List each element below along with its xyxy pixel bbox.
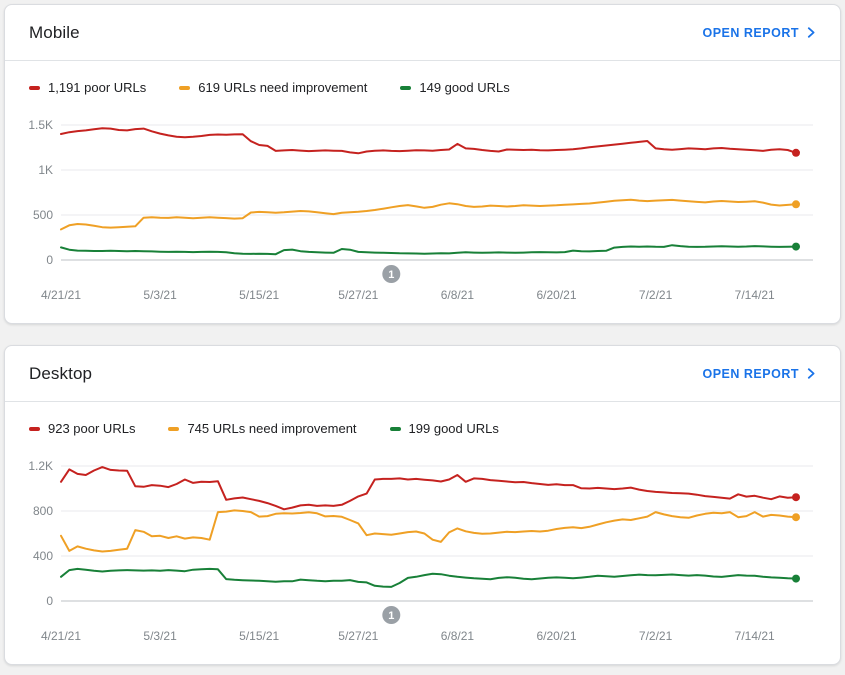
desktop-open-report-label: OPEN REPORT [702, 366, 799, 381]
series-end-marker [792, 493, 800, 502]
mobile-cwv-chart: 0 500 1K 1.5K 4/21/21 5/3/21 5/15/21 5/27/21 6/8… [28, 118, 813, 302]
legend-label-needs-improvement: 619 URLs need improvement [198, 80, 368, 95]
legend-item-needs-improvement: 745 URLs need improvement [168, 421, 357, 436]
x-axis-tick-label: 5/15/21 [239, 288, 279, 302]
mobile-legend: 1,191 poor URLs 619 URLs need improvemen… [29, 80, 816, 95]
legend-label-good: 199 good URLs [408, 421, 499, 436]
y-axis-tick-label: 800 [33, 504, 53, 518]
good-series-swatch [389, 426, 401, 431]
x-axis-tick-label: 6/20/21 [536, 288, 576, 302]
poor-series-swatch [29, 85, 40, 90]
legend-item-poor: 1,191 poor URLs [29, 80, 146, 95]
y-axis-tick-label: 0 [46, 253, 53, 267]
x-axis-tick-label: 5/3/21 [143, 629, 177, 643]
legend-label-poor: 1,191 poor URLs [48, 80, 147, 95]
series-end-marker [792, 574, 800, 583]
legend-item-good: 149 good URLs [400, 80, 510, 95]
x-axis-tick-label: 7/14/21 [735, 629, 775, 643]
y-axis-tick-label: 500 [33, 208, 53, 222]
y-axis-tick-label: 0 [46, 594, 53, 608]
series-end-marker [792, 513, 800, 522]
desktop-card: Desktop OPEN REPORT 923 poor URLs 745 UR… [4, 345, 841, 665]
x-axis-tick-label: 4/21/21 [41, 629, 81, 643]
desktop-card-title: Desktop [29, 363, 93, 383]
desktop-cwv-chart: 0 400 800 1.2K 4/21/21 5/3/21 5/15/21 5/27/21 6/… [28, 459, 813, 643]
legend-item-good: 199 good URLs [389, 421, 499, 436]
chevron-right-icon [807, 27, 815, 38]
x-axis-tick-label: 6/8/21 [441, 288, 475, 302]
x-axis-tick-label: 5/15/21 [239, 629, 279, 643]
series-line-urls-need-improvement [60, 509, 797, 553]
annotation-marker[interactable]: 1 [382, 265, 401, 283]
y-axis-tick-label: 1K [38, 163, 53, 177]
mobile-card-title: Mobile [29, 22, 80, 42]
desktop-open-report-link[interactable]: OPEN REPORT [703, 367, 817, 381]
series-end-marker [792, 200, 800, 209]
x-axis-tick-label: 6/20/21 [536, 629, 576, 643]
poor-series-swatch [29, 426, 40, 431]
y-axis-tick-label: 1.2K [28, 459, 53, 473]
svg-text:1: 1 [388, 610, 394, 622]
chevron-right-icon [807, 368, 815, 379]
series-line-poor-urls [60, 127, 797, 155]
x-axis-tick-label: 5/27/21 [338, 629, 378, 643]
needs-improvement-series-swatch [168, 426, 180, 431]
mobile-card-body: 1,191 poor URLs 619 URLs need improvemen… [5, 61, 840, 323]
annotation-marker[interactable]: 1 [382, 606, 401, 624]
x-axis-tick-label: 7/2/21 [639, 288, 673, 302]
legend-label-needs-improvement: 745 URLs need improvement [187, 421, 357, 436]
x-axis-tick-label: 4/21/21 [41, 288, 81, 302]
mobile-open-report-label: OPEN REPORT [702, 25, 799, 40]
legend-item-poor: 923 poor URLs [29, 421, 135, 436]
x-axis-tick-label: 5/3/21 [143, 288, 177, 302]
desktop-card-body: 923 poor URLs 745 URLs need improvement … [5, 402, 840, 664]
legend-label-good: 149 good URLs [419, 80, 510, 95]
mobile-card-header: Mobile OPEN REPORT [5, 5, 840, 61]
needs-improvement-series-swatch [179, 85, 191, 90]
svg-text:1: 1 [388, 269, 394, 281]
x-axis-tick-label: 6/8/21 [441, 629, 475, 643]
legend-label-poor: 923 poor URLs [48, 421, 136, 436]
desktop-legend: 923 poor URLs 745 URLs need improvement … [29, 421, 816, 436]
y-axis-tick-label: 400 [33, 549, 53, 563]
series-line-poor-urls [60, 466, 797, 511]
x-axis-tick-label: 7/2/21 [639, 629, 673, 643]
series-end-marker [792, 148, 800, 157]
series-line-good-urls [60, 567, 797, 588]
good-series-swatch [400, 85, 412, 90]
series-line-urls-need-improvement [60, 198, 797, 231]
mobile-open-report-link[interactable]: OPEN REPORT [703, 26, 817, 40]
series-line-good-urls [60, 244, 797, 256]
x-axis-tick-label: 5/27/21 [338, 288, 378, 302]
mobile-card: Mobile OPEN REPORT 1,191 poor URLs 619 U… [4, 4, 841, 324]
series-end-marker [792, 242, 800, 251]
x-axis-tick-label: 7/14/21 [735, 288, 775, 302]
y-axis-tick-label: 1.5K [28, 118, 53, 132]
desktop-card-header: Desktop OPEN REPORT [5, 346, 840, 402]
legend-item-needs-improvement: 619 URLs need improvement [179, 80, 367, 95]
